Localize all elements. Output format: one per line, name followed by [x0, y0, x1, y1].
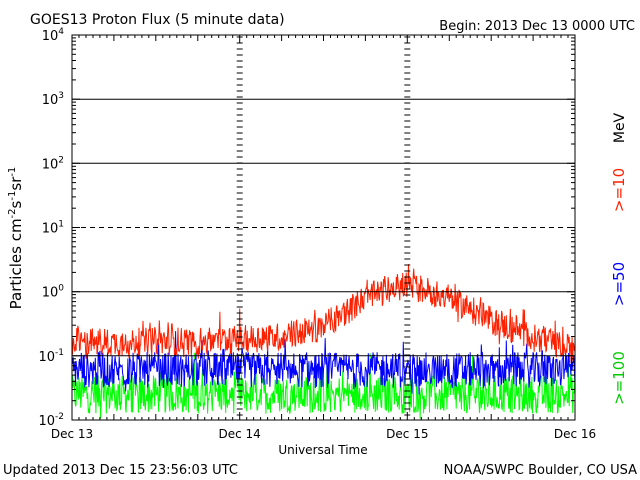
x-tick-label: Dec 16	[554, 427, 596, 441]
grid-layer	[72, 98, 575, 357]
y-axis-title-exp1: -2	[7, 208, 18, 218]
x-tick-labels: Dec 13 Dec 14 Dec 15 Dec 16	[51, 427, 596, 441]
y-tick-label: 104	[42, 27, 65, 44]
series-layer	[71, 264, 576, 419]
updated-label: Updated 2013 Dec 15 23:56:03 UTC	[3, 463, 238, 478]
unit-label: MeV	[612, 112, 628, 143]
x-tick-label: Dec 15	[386, 427, 428, 441]
y-axis-title-sr: sr	[7, 176, 25, 191]
y-axis-title-main: Particles cm	[7, 218, 25, 309]
legend-ge100: >=100	[610, 351, 628, 405]
x-axis-title: Universal Time	[278, 443, 367, 457]
y-axis-title-s: s	[7, 200, 25, 208]
x-tick-label: Dec 14	[219, 427, 261, 441]
y-tick-labels: 10-2 10-1 100 101 102 103 104	[38, 27, 64, 429]
x-tick-label: Dec 13	[51, 427, 93, 441]
y-tick-label: 101	[42, 220, 64, 237]
legend-ge10: >=10	[610, 168, 628, 212]
y-tick-label: 10-1	[38, 348, 64, 365]
series-line-1	[71, 331, 576, 395]
y-tick-label: 102	[42, 155, 64, 172]
y-axis-title-exp3: -1	[7, 167, 18, 177]
y-tick-label: 103	[42, 91, 64, 108]
series-line-0	[71, 264, 576, 364]
y-axis-title-exp2: -1	[7, 191, 18, 201]
y-tick-label: 100	[42, 284, 65, 301]
chart-title: GOES13 Proton Flux (5 minute data)	[30, 12, 285, 28]
y-tick-label: 10-2	[38, 412, 64, 429]
source-label: NOAA/SWPC Boulder, CO USA	[444, 463, 637, 478]
begin-label: Begin: 2013 Dec 13 0000 UTC	[439, 19, 635, 34]
plot-frame	[71, 34, 576, 421]
legend-ge50: >=50	[610, 262, 628, 306]
y-axis-title: Particles cm-2s-1sr-1	[7, 167, 25, 310]
